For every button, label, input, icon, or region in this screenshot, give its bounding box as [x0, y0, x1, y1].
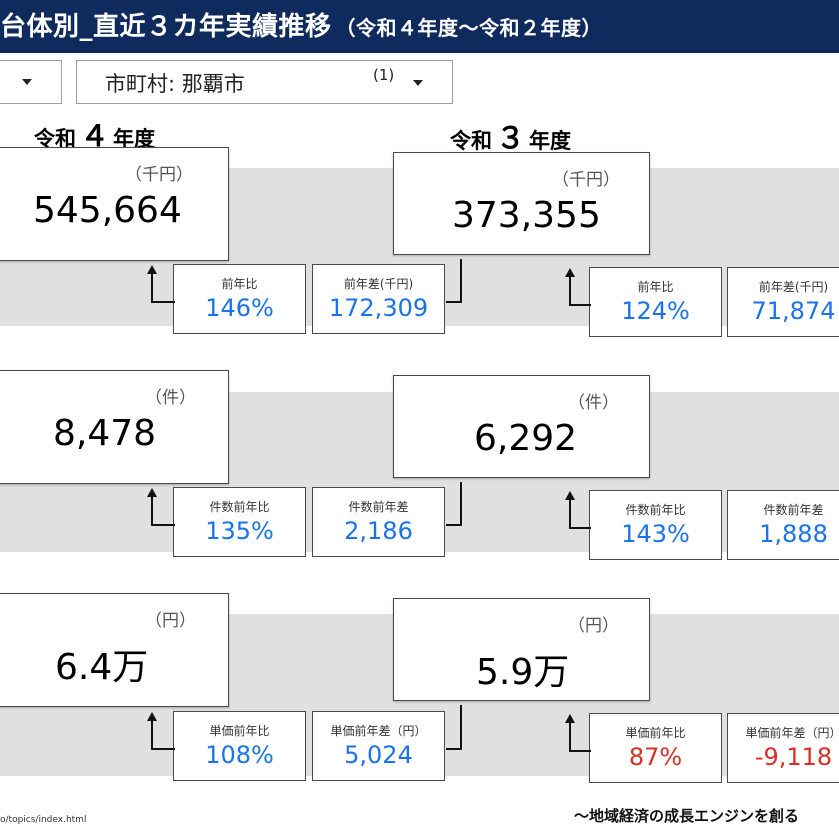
page-subtitle: （令和４年度～令和２年度） — [335, 16, 603, 40]
page-title-main: 台体別_直近３カ年実績推移 — [0, 12, 332, 42]
connector-line — [569, 722, 591, 752]
unit-label: （円） — [568, 616, 619, 636]
yoy-diff-box: 件数前年差 1,888 — [727, 490, 839, 560]
arrow-up-icon — [147, 712, 157, 721]
metric-value: 373,355 — [452, 195, 601, 236]
chevron-down-icon — [413, 80, 423, 86]
municipality-label: 市町村: 那覇市 — [105, 72, 245, 96]
connector-line — [151, 496, 175, 526]
page-title: 台体別_直近３カ年実績推移 （令和４年度～令和２年度） — [0, 6, 602, 43]
metric-card-count-r4: （件） 8,478 — [0, 370, 229, 484]
yoy-ratio-box: 件数前年比 135% — [173, 487, 306, 557]
yoy-diff-box: 単価前年差（円） 5,024 — [312, 711, 445, 781]
metric-value: 8,478 — [53, 413, 157, 454]
metric-value: 545,664 — [33, 190, 182, 231]
header-bar: 台体別_直近３カ年実績推移 （令和４年度～令和２年度） — [0, 0, 839, 53]
column-heading-r3: 令和 ３ 年度 — [450, 121, 572, 155]
column-heading-r4: 令和 ４ 年度 — [34, 119, 156, 153]
metric-value: 5.9万 — [476, 652, 570, 693]
metric-card-unitprice-r4: （円） 6.4万 — [0, 593, 229, 707]
connector-line — [446, 482, 462, 526]
yoy-ratio-box: 前年比 124% — [589, 267, 722, 337]
metric-card-sales-r3: （千円） 373,355 — [393, 152, 650, 255]
connector-line — [151, 273, 175, 303]
footer-tagline: ～地域経済の成長エンジンを創る — [574, 807, 800, 825]
connector-line — [446, 259, 462, 303]
arrow-up-icon — [565, 714, 575, 723]
arrow-up-icon — [147, 488, 157, 497]
source-url[interactable]: o/topics/index.html — [0, 815, 87, 825]
yoy-diff-box: 件数前年差 2,186 — [312, 487, 445, 557]
metric-value: 6.4万 — [55, 647, 149, 688]
yoy-diff-box: 単価前年差（円） -9,118 — [727, 713, 839, 783]
metric-card-unitprice-r3: （円） 5.9万 — [393, 598, 650, 701]
unit-label: （千円） — [552, 170, 620, 190]
metric-card-sales-r4: （千円） 545,664 — [0, 147, 229, 261]
unit-label: （件） — [568, 393, 619, 413]
metric-card-count-r3: （件） 6,292 — [393, 375, 650, 478]
selection-count: (1) — [373, 66, 395, 84]
unit-label: （千円） — [125, 165, 193, 185]
metric-value: 6,292 — [474, 418, 578, 459]
yoy-ratio-box: 件数前年比 143% — [589, 490, 722, 560]
connector-line — [446, 705, 462, 750]
arrow-up-icon — [565, 491, 575, 500]
connector-line — [569, 499, 591, 529]
connector-line — [569, 276, 591, 306]
unit-label: （円） — [145, 611, 196, 631]
yoy-diff-box: 前年差(千円) 71,874 — [727, 267, 839, 337]
yoy-diff-box: 前年差(千円) 172,309 — [312, 264, 445, 334]
yoy-ratio-box: 前年比 146% — [173, 264, 306, 334]
chevron-down-icon — [22, 79, 32, 85]
yoy-ratio-box: 単価前年比 87% — [589, 713, 722, 783]
arrow-up-icon — [565, 268, 575, 277]
municipality-dropdown[interactable]: 市町村: 那覇市 (1) — [76, 60, 453, 104]
yoy-ratio-box: 単価前年比 108% — [173, 711, 306, 781]
connector-line — [151, 720, 175, 750]
unit-label: （件） — [145, 388, 196, 408]
filter-dropdown-1[interactable] — [0, 60, 62, 104]
arrow-up-icon — [147, 265, 157, 274]
